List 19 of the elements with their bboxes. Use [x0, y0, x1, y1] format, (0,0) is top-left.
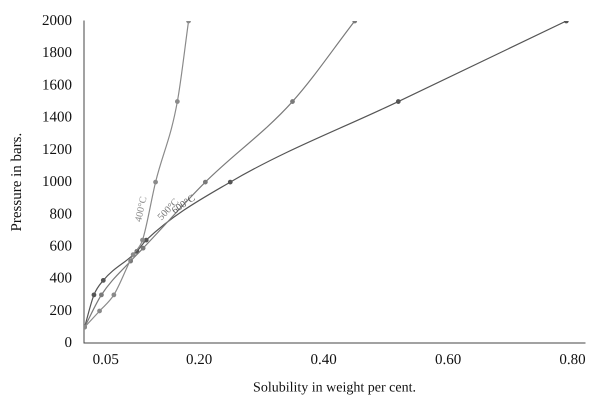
- y-tick-label: 1400: [42, 110, 72, 126]
- x-tick-label: 0.05: [92, 352, 119, 368]
- y-tick-label: 800: [50, 206, 72, 222]
- y-tick-label: 1200: [42, 142, 72, 158]
- x-tick-label: 0.80: [559, 352, 586, 368]
- y-tick-label: 1800: [42, 45, 72, 62]
- text: 400°C: [133, 195, 150, 224]
- y-tick-label: 2000: [42, 12, 72, 29]
- x-axis-title: Solubility in weight per cent.: [253, 380, 416, 396]
- y-axis-title: Pressure in bars.: [8, 132, 25, 232]
- x-tick-label: 0.40: [310, 352, 337, 368]
- y-tick-label: 0: [64, 335, 72, 352]
- y-tick-label: 1600: [42, 77, 72, 94]
- x-tick-label: 0.60: [434, 352, 462, 368]
- y-tick-label: 200: [50, 302, 72, 319]
- y-tick-label: 600: [50, 238, 72, 254]
- x-tick-label: 0.20: [186, 352, 212, 368]
- y-tick-label: 400: [50, 270, 72, 287]
- y-tick-label: 1000: [42, 174, 72, 190]
